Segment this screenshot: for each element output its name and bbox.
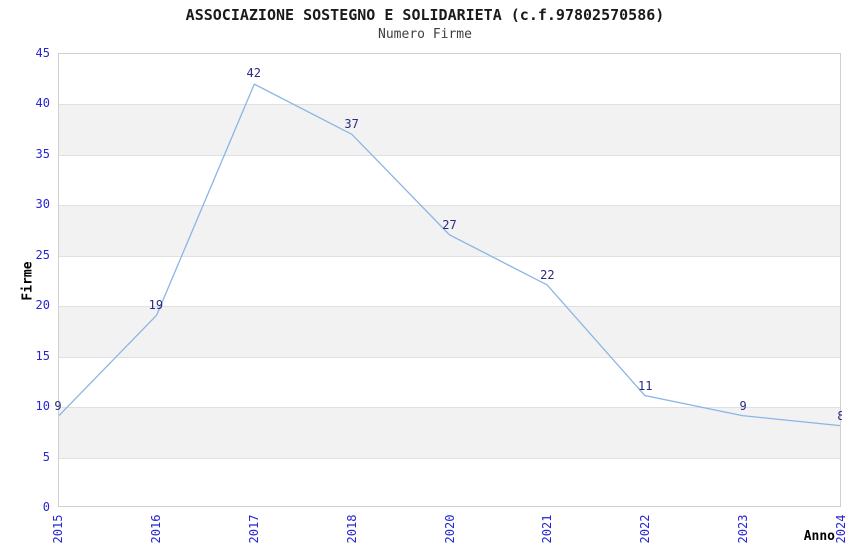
gridline (59, 356, 840, 358)
x-tick-label: 2017 (246, 514, 261, 544)
plot-area (58, 53, 841, 507)
chart-subtitle: Numero Firme (378, 27, 472, 42)
gridline (59, 306, 840, 308)
y-tick-label: 0 (42, 500, 50, 514)
y-tick-label: 25 (35, 247, 50, 262)
series-line (59, 83, 840, 427)
y-tick-label: 5 (42, 449, 50, 464)
gridline (59, 154, 840, 156)
band (59, 306, 840, 357)
y-tick-label: 45 (35, 46, 50, 60)
x-tick-label: 2024 (834, 514, 848, 544)
band (59, 407, 840, 458)
x-tick-label: 2021 (540, 514, 555, 544)
band (59, 205, 840, 256)
y-tick-label: 15 (35, 348, 50, 363)
x-tick-label: 2022 (638, 514, 653, 544)
x-tick-label: 2018 (344, 514, 359, 544)
x-tick-label: 2023 (736, 514, 751, 544)
y-tick-label: 10 (35, 399, 50, 414)
y-axis-label: Firme (20, 261, 36, 301)
chart-title: ASSOCIAZIONE SOSTEGNO E SOLIDARIETA (c.f… (185, 6, 665, 24)
gridline (59, 255, 840, 257)
x-tick-label: 2016 (148, 514, 163, 544)
gridline (59, 205, 840, 207)
x-axis-label: Anno (803, 529, 835, 544)
y-tick-label: 35 (35, 146, 50, 161)
gridline (59, 407, 840, 409)
x-tick-label: 2015 (51, 514, 65, 544)
x-tick-label: 2020 (442, 514, 457, 544)
gridline (59, 104, 840, 106)
line-series (59, 83, 840, 427)
gridline (59, 457, 840, 459)
band (59, 104, 840, 155)
y-tick-label: 40 (35, 96, 50, 111)
y-tick-label: 30 (35, 197, 50, 212)
